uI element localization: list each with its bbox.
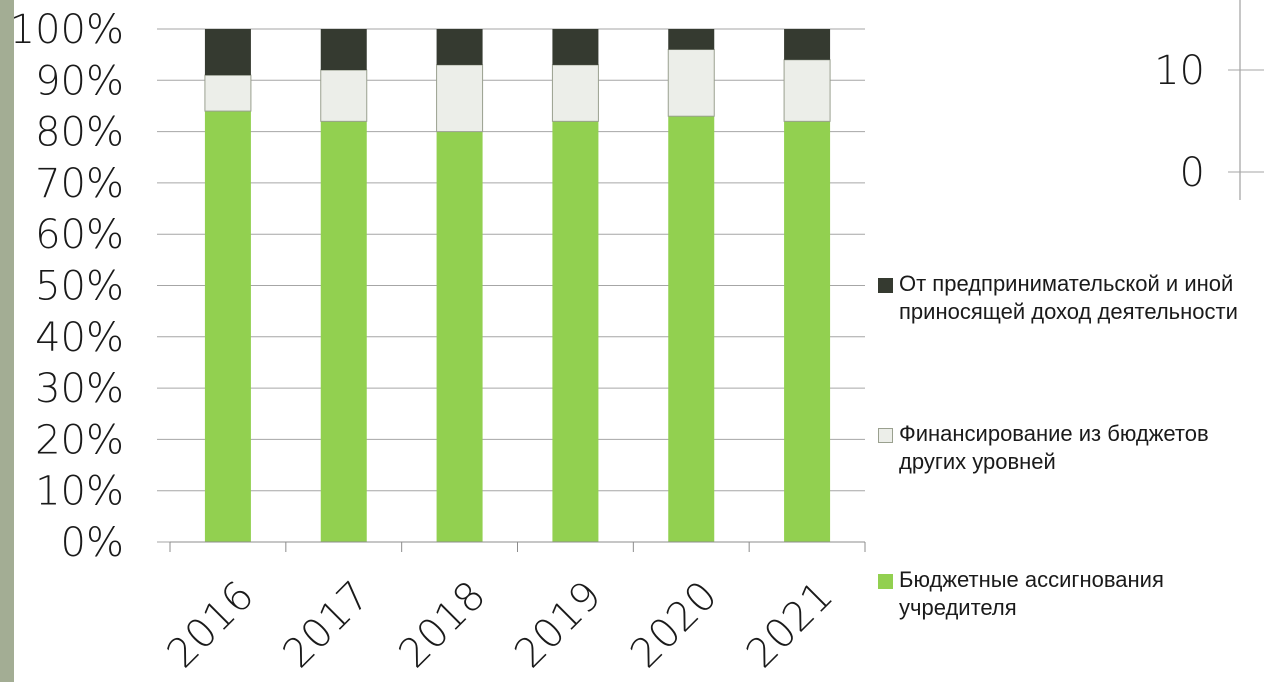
y-tick-label-5: 50% xyxy=(35,264,124,310)
legend-item-founder: Бюджетные ассигнования учредителя xyxy=(878,566,1264,622)
legend-label-entrepreneurial: От предпринимательской и иной приносящей… xyxy=(899,271,1238,324)
y-tick-label-7: 70% xyxy=(35,161,124,207)
legend-item-other-budgets: Финансирование из бюджетов других уровне… xyxy=(878,420,1264,476)
y-tick-label-2: 20% xyxy=(35,417,124,463)
y-axis-ticks: 0% 10% 20% 30% 40% 50% 60% 70% 80% 90% 100% xyxy=(10,7,124,566)
bar-2018-entrepreneurial xyxy=(436,29,483,65)
x-tick-label-2021: 2021 xyxy=(738,573,843,678)
bar-2019-entrepreneurial xyxy=(552,29,599,65)
bar-2018-other-budgets xyxy=(436,64,484,133)
legend-swatch-other-budgets xyxy=(878,428,893,443)
y-tick-label-4: 40% xyxy=(35,315,124,361)
bar-2016-entrepreneurial xyxy=(204,29,251,76)
bar-2016-other-budgets xyxy=(204,74,252,112)
partial-axis-label-0: 0 xyxy=(1180,150,1205,196)
x-axis: 2016 2017 2018 2019 2020 2021 xyxy=(158,541,866,678)
partial-chart-axis: 0 10 xyxy=(1154,0,1264,200)
x-tick-label-2016: 2016 xyxy=(158,573,263,678)
bar-2017-founder xyxy=(320,121,367,542)
legend-swatch-entrepreneurial xyxy=(878,278,893,293)
y-tick-label-6: 60% xyxy=(35,212,124,258)
y-tick-label-1: 10% xyxy=(35,469,124,515)
x-tick-label-2018: 2018 xyxy=(390,573,495,678)
y-tick-label-3: 30% xyxy=(35,366,124,412)
bar-2019-other-budgets xyxy=(551,64,599,122)
y-tick-label-9: 90% xyxy=(35,58,124,104)
gridlines xyxy=(157,28,865,543)
x-tick-label-2020: 2020 xyxy=(622,573,727,678)
bar-2019-founder xyxy=(552,121,599,542)
legend-label-founder: Бюджетные ассигнования учредителя xyxy=(899,567,1164,620)
left-accent-strip xyxy=(0,0,14,682)
bar-2017-other-budgets xyxy=(320,69,368,122)
bar-2020-entrepreneurial xyxy=(668,29,715,50)
y-tick-label-8: 80% xyxy=(35,110,124,156)
bar-2020-other-budgets xyxy=(667,49,715,117)
y-tick-label-0: 0% xyxy=(61,520,124,566)
bar-2020-founder xyxy=(668,116,715,543)
bar-2017-entrepreneurial xyxy=(320,29,367,71)
bar-2021-other-budgets xyxy=(783,59,831,122)
bar-2021-founder xyxy=(784,121,831,542)
x-tick-label-2017: 2017 xyxy=(274,573,379,678)
y-tick-label-10: 100% xyxy=(10,7,124,53)
bar-2021-entrepreneurial xyxy=(784,29,831,60)
legend-item-entrepreneurial: От предпринимательской и иной приносящей… xyxy=(878,270,1264,326)
bar-2018-founder xyxy=(436,131,483,542)
bars xyxy=(204,29,831,543)
legend-swatch-founder xyxy=(878,574,893,589)
legend-label-other-budgets: Финансирование из бюджетов других уровне… xyxy=(899,421,1209,474)
x-tick-label-2019: 2019 xyxy=(506,573,611,678)
partial-axis-label-1: 10 xyxy=(1154,48,1205,94)
bar-2016-founder xyxy=(204,111,251,542)
